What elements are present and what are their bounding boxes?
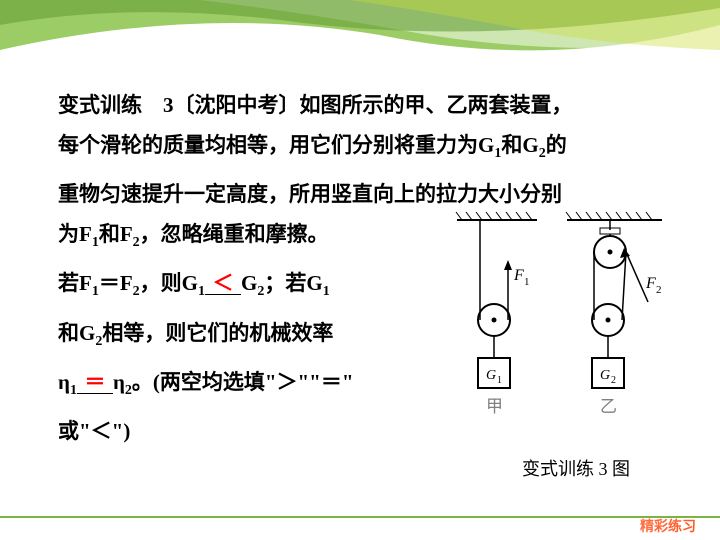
source: 〔沈阳中考〕 [174,93,300,117]
svg-text:乙: 乙 [600,397,617,416]
system-jia: F 1 G 1 甲 [456,212,537,416]
footer-text: 精彩练习 [640,516,696,536]
svg-text:G: G [486,368,496,383]
answer-2: ＝ [84,370,105,394]
svg-text:F: F [645,275,656,292]
blank-2: ＝ [77,371,113,394]
line-2: 每个滑轮的质量均相等，用它们分别将重力为G1和G2的 [58,125,668,174]
figure-caption: 变式训练 3 图 [522,455,630,481]
header-decoration [0,0,720,80]
answer-1: ＜ [213,271,234,295]
svg-text:1: 1 [524,276,530,288]
pulley-diagram: F 1 G 1 甲 F 2 G 2 [442,210,672,470]
svg-text:1: 1 [497,375,502,386]
line-3: 重物匀速提升一定高度，所用竖直向上的拉力大小分别 [58,174,668,214]
svg-text:2: 2 [611,375,616,386]
svg-text:F: F [513,267,524,284]
svg-text:G: G [600,368,610,383]
blank-1: ＜ [205,272,241,295]
system-yi: F 2 G 2 乙 [566,212,662,416]
line-1: 变式训练 3〔沈阳中考〕如图所示的甲、乙两套装置， [58,85,668,125]
svg-text:2: 2 [656,284,662,296]
l1-rest: 如图所示的甲、乙两套装置， [300,93,573,117]
footer-bar [0,516,720,540]
svg-text:甲: 甲 [486,397,503,416]
title-prefix: 变式训练 3 [58,93,174,117]
